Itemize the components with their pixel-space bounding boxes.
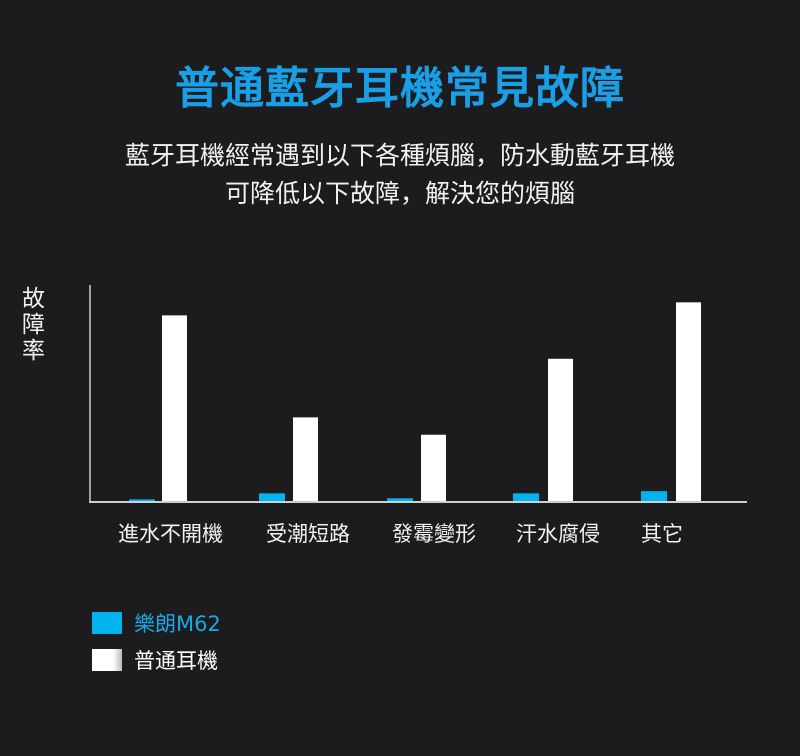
bar-normal-1 [293,417,318,502]
legend-item-normal: 普通耳機 [92,645,218,675]
page-title: 普通藍牙耳機常見故障 [175,63,625,114]
x-tick-label: 受潮短路 [266,522,350,546]
bar-normal-2 [421,434,446,502]
y-axis-label: 故障率 [22,286,45,364]
legend-swatch-white [92,649,122,671]
bar-normal-0 [162,315,187,502]
x-tick-label: 其它 [641,522,683,546]
bar-normal-4 [676,302,701,502]
bar-m62-0 [129,499,155,502]
bar-m62-4 [641,491,667,502]
legend-swatch-blue [92,612,122,634]
bar-m62-2 [387,498,413,502]
bar-normal-3 [548,358,573,502]
subtitle-line-2: 可降低以下故障，解決您的煩腦 [224,179,575,208]
x-tick-label: 進水不開機 [118,522,223,546]
bar-m62-1 [259,493,285,502]
subtitle-line-1: 藍牙耳機經常遇到以下各種煩腦，防水動藍牙耳機 [124,141,675,170]
legend-label: 樂朗M62 [134,612,221,636]
x-tick-label: 汗水腐侵 [516,522,600,546]
bar-m62-3 [513,493,539,502]
legend-item-m62: 樂朗M62 [92,608,221,638]
x-tick-label: 發霉變形 [392,522,476,546]
legend-label: 普通耳機 [134,649,218,673]
